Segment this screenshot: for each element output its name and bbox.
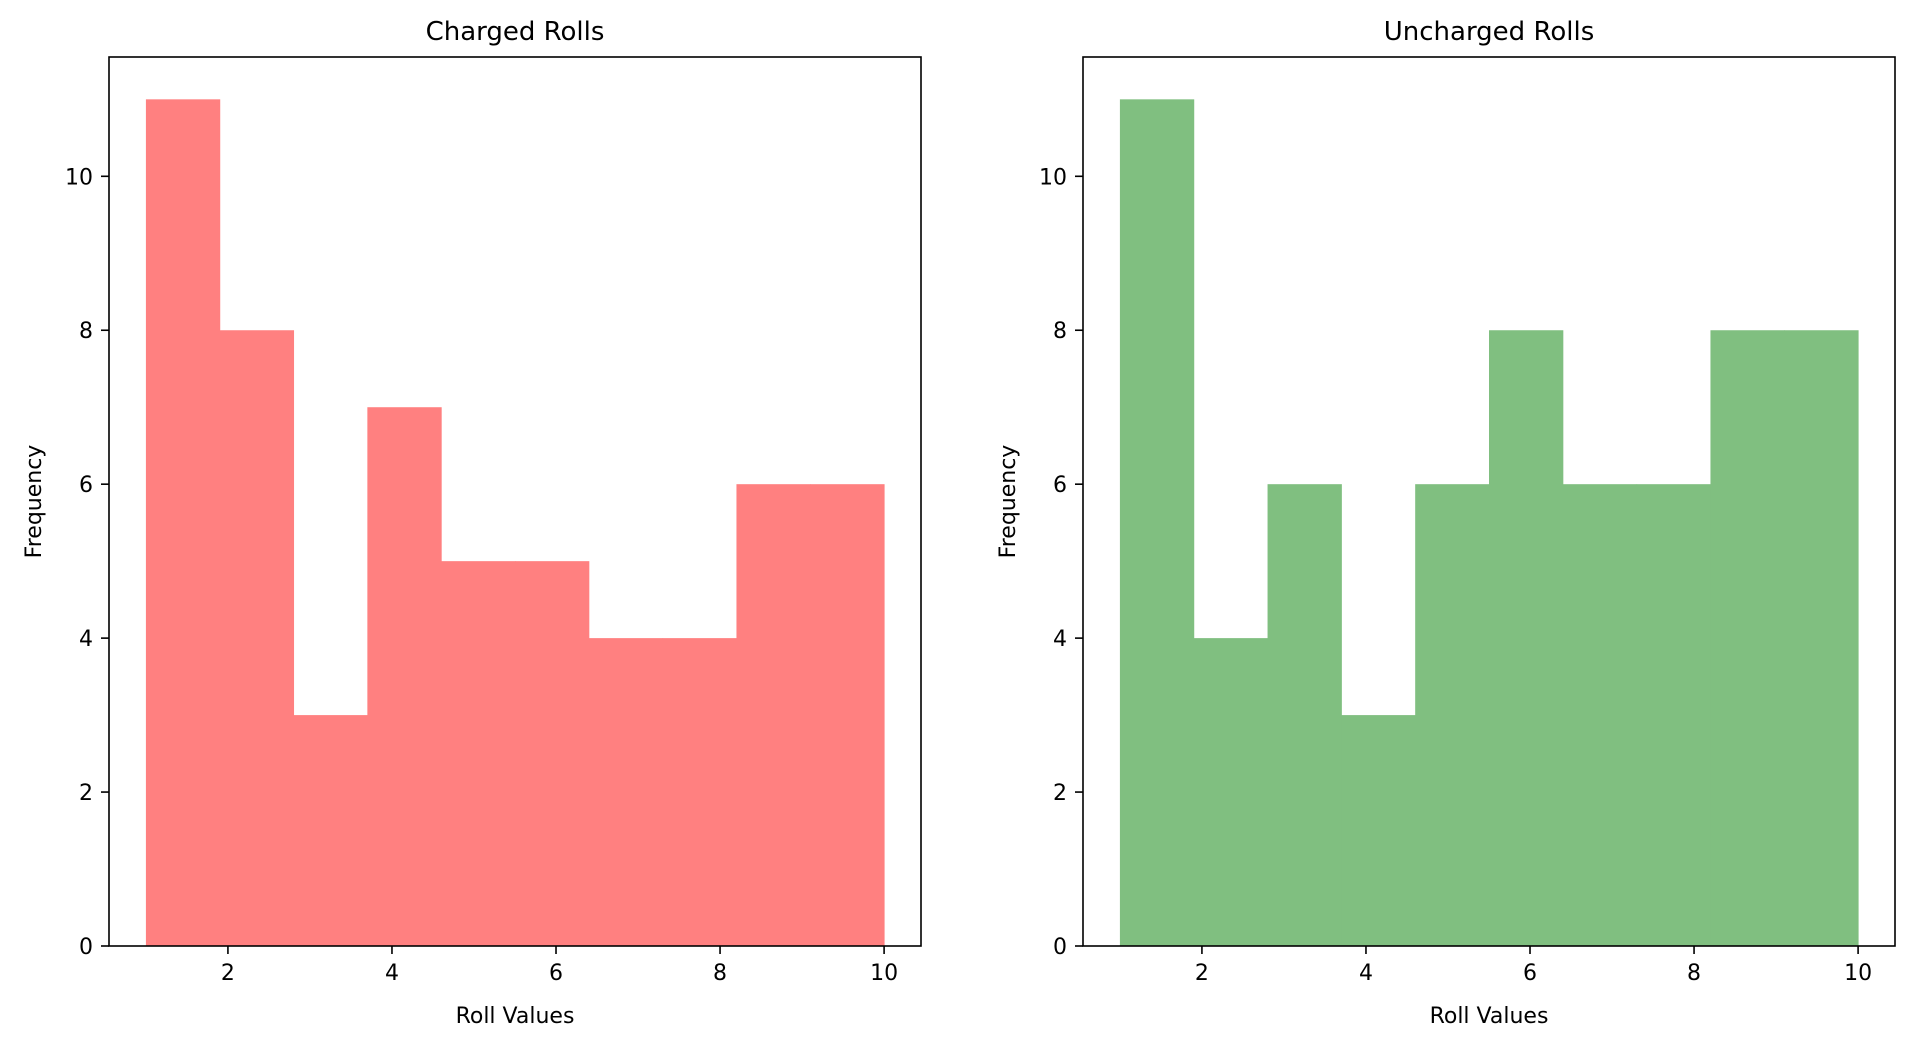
x-tick-label: 8 [1687, 961, 1701, 986]
chart-title: Uncharged Rolls [1384, 17, 1595, 47]
x-tick-label: 10 [870, 961, 898, 986]
charged-rolls-subplot: 2 4 6 8 10 0 2 4 6 8 10 Charged Rolls Roll Values Fre… [22, 17, 922, 1029]
y-tick-label: 4 [79, 627, 93, 652]
x-axis-label: Roll Values [1430, 1004, 1549, 1029]
x-tick-label: 6 [1523, 961, 1537, 986]
y-tick-label: 4 [1053, 627, 1067, 652]
histogram-bar [1341, 715, 1416, 946]
histogram-bar [1267, 484, 1342, 946]
y-axis-label: Frequency [22, 445, 47, 559]
histogram-bar [810, 484, 885, 946]
histogram-bar [1489, 330, 1564, 946]
histogram-bar [441, 561, 516, 946]
histogram-bar [1415, 484, 1490, 946]
x-tick-label: 2 [1195, 961, 1209, 986]
y-tick-label: 2 [79, 781, 93, 806]
y-tick-label: 10 [65, 165, 93, 190]
x-tick-label: 4 [385, 961, 399, 986]
histogram-bar [367, 407, 442, 946]
histogram-bar [1784, 330, 1859, 946]
x-tick-label: 4 [1359, 961, 1373, 986]
histogram-bar [588, 638, 664, 946]
y-tick-label: 10 [1039, 165, 1067, 190]
y-tick-label: 8 [79, 319, 93, 344]
y-tick-label: 8 [1053, 319, 1067, 344]
x-tick-label: 2 [221, 961, 235, 986]
chart-title: Charged Rolls [426, 17, 605, 47]
plot-frame [108, 56, 922, 947]
y-tick-label: 6 [79, 473, 93, 498]
histogram-bar [1119, 99, 1195, 947]
x-tick-label: 8 [713, 961, 727, 986]
histogram-bar [1193, 638, 1269, 946]
histogram-bar [662, 638, 737, 946]
histogram-bar [219, 330, 295, 946]
plot-frame [1082, 56, 1896, 947]
histogram-bar [515, 561, 590, 946]
histogram-bar [736, 484, 811, 946]
y-tick-label: 6 [1053, 473, 1067, 498]
y-axis-label: Frequency [996, 445, 1021, 559]
x-axis-label: Roll Values [456, 1004, 575, 1029]
histogram-bar [1636, 484, 1711, 946]
x-tick-label: 10 [1844, 961, 1872, 986]
y-tick-label: 2 [1053, 781, 1067, 806]
histogram-bar [293, 715, 368, 946]
uncharged-rolls-subplot: 2 4 6 8 10 0 2 4 6 8 10 Uncharged Rolls Roll Values F… [996, 17, 1896, 1029]
histogram-bar [1562, 484, 1638, 946]
x-tick-label: 6 [549, 961, 563, 986]
histogram-bar [1710, 330, 1785, 946]
y-tick-label: 0 [1053, 935, 1067, 960]
y-tick-label: 0 [79, 935, 93, 960]
histogram-bar [145, 99, 221, 947]
